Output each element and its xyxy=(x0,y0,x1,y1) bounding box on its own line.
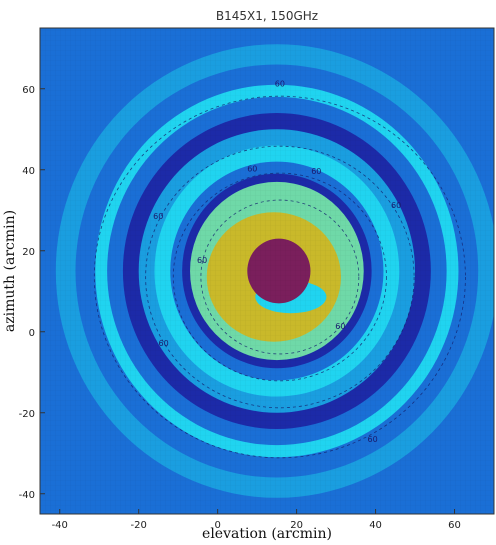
y-tick-label: 0 xyxy=(29,328,35,339)
y-tick-label: 20 xyxy=(22,247,35,258)
y-tick-label: 60 xyxy=(22,85,35,96)
x-tick-label: 0 xyxy=(214,520,220,531)
y-tick-label: -20 xyxy=(19,409,35,420)
x-tick-label: -20 xyxy=(131,520,147,531)
chart-title: B145X1, 150GHz xyxy=(216,9,318,23)
y-axis-ticks: -40 -20 0 20 40 60 xyxy=(19,85,45,501)
grid-texture xyxy=(40,28,494,514)
x-tick-label: 20 xyxy=(290,520,303,531)
y-axis-label: azimuth (arcmin) xyxy=(2,210,18,332)
y-tick-label: 40 xyxy=(22,166,35,177)
x-axis-label: elevation (arcmin) xyxy=(202,526,332,542)
x-tick-label: 60 xyxy=(448,520,461,531)
x-tick-label: 40 xyxy=(369,520,382,531)
plot-area: 606060606060606060 xyxy=(40,28,494,514)
y-tick-label: -40 xyxy=(19,490,35,501)
x-tick-label: -40 xyxy=(52,520,68,531)
x-axis-ticks: -40 -20 0 20 40 60 xyxy=(52,509,461,531)
plot-frame xyxy=(39,27,495,515)
